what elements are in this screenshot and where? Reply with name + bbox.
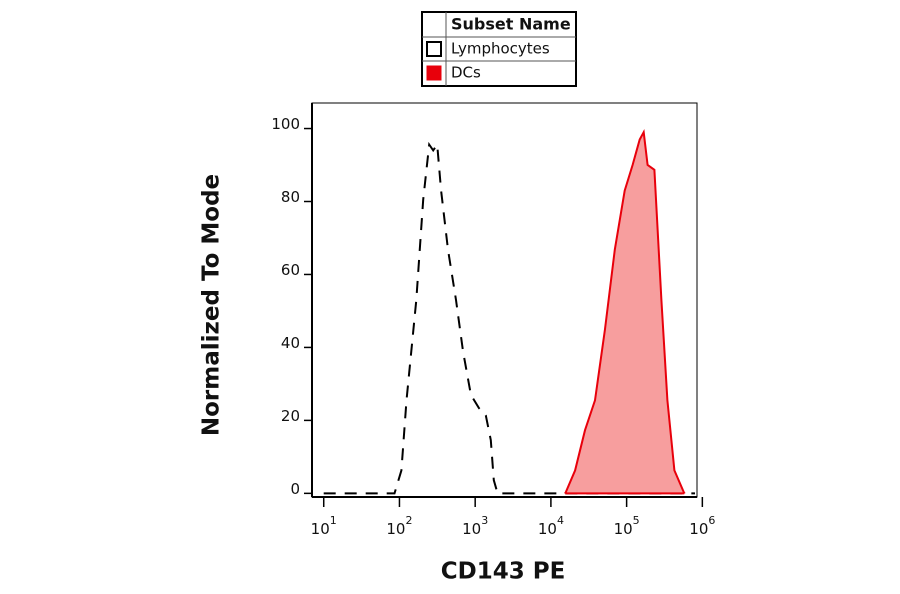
x-tick-label: 102 [386,514,412,538]
legend-title: Subset Name [451,15,571,34]
x-tick-label: 104 [538,514,564,538]
x-tick-label: 101 [311,514,337,538]
legend-label: Lymphocytes [451,40,550,58]
legend-swatch [426,41,442,57]
y-tick-label: 0 [290,480,300,498]
y-tick-label: 80 [281,188,300,206]
x-tick-base: 10 [689,520,708,538]
legend-label: DCs [451,64,481,82]
y-tick-label: 100 [271,115,300,133]
y-tick-label: 20 [281,407,300,425]
legend-box [421,11,577,87]
y-tick-label: 40 [281,334,300,352]
series-line [323,141,695,495]
x-tick-base: 10 [462,520,481,538]
x-tick-base: 10 [614,520,633,538]
y-axis-title: Normalized To Mode [199,174,225,436]
legend-swatch [426,65,442,81]
x-tick-base: 10 [311,520,330,538]
x-tick-label: 106 [689,514,715,538]
y-tick-label: 60 [281,261,300,279]
series-area [564,128,686,495]
x-tick-label: 105 [614,514,640,538]
x-tick-power: 1 [330,514,337,527]
x-tick-power: 4 [557,514,564,527]
x-tick-power: 3 [481,514,488,527]
x-tick-power: 6 [708,514,715,527]
x-tick-power: 5 [633,514,640,527]
x-tick-base: 10 [386,520,405,538]
x-tick-base: 10 [538,520,557,538]
x-tick-power: 2 [405,514,412,527]
x-axis-title: CD143 PE [441,559,566,585]
x-tick-label: 103 [462,514,488,538]
